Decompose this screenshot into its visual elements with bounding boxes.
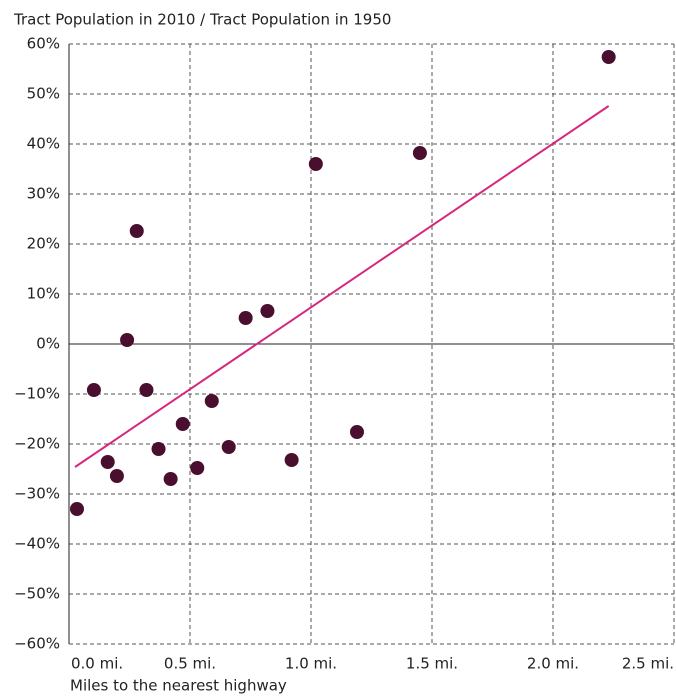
x-tick-label: 2.0 mi. — [527, 655, 579, 673]
point — [69, 502, 84, 516]
x-tick-label: 1.0 mi. — [285, 655, 337, 673]
x-tick-label: 2.5 mi. — [622, 655, 674, 673]
point — [86, 383, 101, 397]
x-axis-label: Miles to the nearest highway — [70, 677, 287, 695]
point — [204, 394, 219, 408]
point — [260, 304, 275, 318]
y-tick-label: 60% — [27, 35, 60, 53]
point — [163, 472, 178, 486]
x-tick-label: 1.5 mi. — [406, 655, 458, 673]
point — [284, 453, 299, 467]
point — [151, 442, 166, 456]
point — [109, 469, 124, 483]
y-tick-label: −30% — [14, 485, 60, 503]
point — [139, 383, 154, 397]
y-tick-label: 0% — [36, 335, 60, 353]
point — [190, 461, 205, 475]
point — [129, 224, 144, 238]
y-tick-label: 20% — [27, 235, 60, 253]
point — [349, 425, 364, 439]
x-tick-label: 0.0 mi. — [71, 655, 123, 673]
y-tick-label: 50% — [27, 85, 60, 103]
y-tick-label: 10% — [27, 285, 60, 303]
y-tick-label: 30% — [27, 185, 60, 203]
point — [221, 440, 236, 454]
y-tick-label: −40% — [14, 535, 60, 553]
point — [238, 311, 253, 325]
point — [175, 417, 190, 431]
y-tick-label: 40% — [27, 135, 60, 153]
point — [412, 146, 427, 160]
point — [308, 157, 323, 171]
x-tick-label: 0.5 mi. — [164, 655, 216, 673]
y-tick-label: −60% — [14, 635, 60, 653]
y-tick-label: −10% — [14, 385, 60, 403]
point — [120, 333, 135, 347]
trend-line — [74, 105, 610, 468]
point — [601, 50, 616, 64]
point — [100, 455, 115, 469]
y-tick-label: −50% — [14, 585, 60, 603]
chart-title: Tract Population in 2010 / Tract Populat… — [13, 11, 391, 29]
y-tick-label: −20% — [14, 435, 60, 453]
